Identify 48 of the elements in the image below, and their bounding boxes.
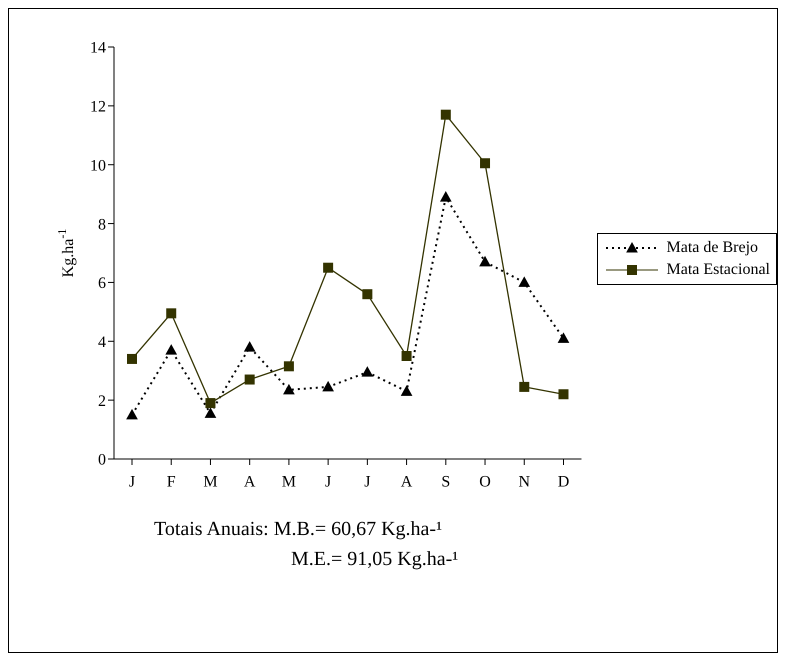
x-tick-label: O (479, 473, 491, 490)
point (518, 276, 530, 287)
text: Totais Anuais: M.B.= 60,67 Kg.ha-¹ (154, 517, 444, 542)
legend-label: Mata Estacional (666, 261, 770, 279)
y-tick-label: 14 (90, 40, 106, 57)
x-tick-label: A (400, 473, 413, 490)
y-tick-label: 12 (90, 98, 106, 116)
point (126, 409, 138, 420)
point (244, 374, 255, 385)
point (323, 262, 334, 273)
point (480, 158, 490, 168)
x-tick-label: J (325, 473, 332, 490)
x-tick-label: D (558, 473, 570, 490)
point (283, 384, 294, 394)
y-tick-label: 4 (98, 334, 106, 351)
point (127, 354, 137, 364)
point (205, 398, 216, 408)
x-tick-label: A (244, 473, 256, 490)
point (244, 342, 256, 352)
text: M.E.= 91,05 Kg.ha-¹ (290, 547, 458, 572)
x-tick-label: M (282, 473, 296, 490)
point (558, 389, 568, 400)
point (166, 344, 177, 355)
y-tick-label: 10 (90, 157, 106, 174)
point (440, 192, 452, 202)
point (204, 408, 216, 418)
point (480, 256, 491, 266)
point (440, 110, 451, 120)
x-tick-label: S (441, 473, 450, 490)
point (284, 361, 294, 372)
x-tick-label: J (128, 473, 136, 490)
y-tick-label: 2 (98, 392, 106, 410)
point (166, 308, 176, 318)
point (558, 332, 569, 343)
point (362, 289, 372, 300)
x-tick-label: M (203, 473, 218, 490)
y-tick-label: 0 (98, 452, 106, 469)
x-tick-label: J (364, 473, 370, 490)
point (362, 366, 373, 377)
point (322, 381, 334, 392)
point (402, 351, 412, 361)
y-tick-label: 8 (98, 216, 106, 234)
point (519, 382, 530, 392)
legend-label: Mata de Brejo (666, 239, 758, 257)
y-tick-label: 6 (98, 275, 106, 292)
x-tick-label: N (518, 473, 530, 490)
x-tick-label: F (166, 473, 176, 490)
point (401, 386, 412, 396)
